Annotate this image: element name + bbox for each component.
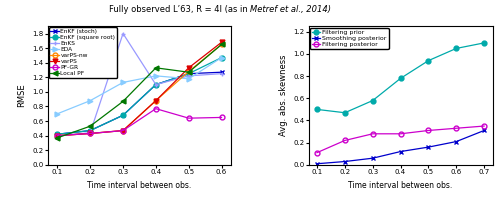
varPS bbox=[120, 129, 126, 132]
Line: Smoothing posterior: Smoothing posterior bbox=[314, 128, 486, 166]
Line: varPS: varPS bbox=[55, 40, 224, 138]
Filtering posterior bbox=[314, 151, 320, 154]
EnKS bbox=[218, 72, 224, 75]
varPS-nw bbox=[120, 129, 126, 132]
EnKF (stoch) bbox=[153, 83, 159, 86]
Filtering prior bbox=[426, 59, 432, 62]
Text: Fully observed L’63, R = 4I (as in: Fully observed L’63, R = 4I (as in bbox=[108, 5, 250, 14]
Line: EnKS: EnKS bbox=[55, 31, 224, 138]
Smoothing posterior bbox=[314, 163, 320, 165]
EnKS bbox=[186, 75, 192, 77]
EnKS bbox=[54, 134, 60, 137]
Line: EnKF (stoch): EnKF (stoch) bbox=[55, 70, 224, 137]
EDA bbox=[120, 81, 126, 84]
Filtering posterior bbox=[342, 139, 348, 142]
Legend: Filtering prior, Smoothing posterior, Filtering posterior: Filtering prior, Smoothing posterior, Fi… bbox=[310, 28, 388, 49]
PF-GR bbox=[54, 134, 60, 137]
Line: Local PF: Local PF bbox=[55, 42, 224, 140]
Local PF bbox=[186, 71, 192, 74]
Legend: EnKF (stoch), EnKF (square root), EnKS, EDA, varPS-nw, varPS, PF-GR, Local PF: EnKF (stoch), EnKF (square root), EnKS, … bbox=[48, 28, 117, 78]
Smoothing posterior bbox=[454, 140, 460, 143]
Local PF bbox=[54, 136, 60, 139]
EnKF (stoch) bbox=[87, 129, 93, 132]
Smoothing posterior bbox=[398, 150, 404, 153]
Filtering posterior bbox=[481, 125, 487, 127]
Smoothing posterior bbox=[370, 157, 376, 159]
PF-GR bbox=[218, 116, 224, 119]
varPS bbox=[54, 134, 60, 137]
varPS bbox=[153, 99, 159, 102]
Filtering prior bbox=[314, 108, 320, 111]
Filtering prior bbox=[454, 47, 460, 50]
Line: Filtering prior: Filtering prior bbox=[314, 41, 486, 115]
EnKF (stoch) bbox=[186, 72, 192, 75]
Text: Metref et al., 2014): Metref et al., 2014) bbox=[250, 5, 331, 14]
Filtering prior bbox=[481, 42, 487, 44]
Line: varPS-nw: varPS-nw bbox=[55, 42, 224, 138]
PF-GR bbox=[87, 132, 93, 135]
Filtering posterior bbox=[426, 129, 432, 132]
Smoothing posterior bbox=[342, 160, 348, 163]
EDA bbox=[153, 75, 159, 77]
Y-axis label: Avg. abs. skewness: Avg. abs. skewness bbox=[278, 55, 287, 136]
varPS-nw bbox=[153, 99, 159, 102]
EnKS bbox=[87, 131, 93, 134]
PF-GR bbox=[120, 129, 126, 132]
Smoothing posterior bbox=[481, 129, 487, 132]
Filtering prior bbox=[370, 99, 376, 102]
Filtering posterior bbox=[398, 133, 404, 135]
Filtering posterior bbox=[370, 133, 376, 135]
EnKS bbox=[120, 32, 126, 35]
EDA bbox=[54, 113, 60, 115]
EDA bbox=[87, 99, 93, 102]
X-axis label: Time interval between obs.: Time interval between obs. bbox=[88, 181, 192, 190]
EnKF (stoch) bbox=[120, 114, 126, 117]
EnKF (stoch) bbox=[218, 71, 224, 74]
Local PF bbox=[87, 125, 93, 127]
EDA bbox=[186, 77, 192, 80]
varPS bbox=[186, 67, 192, 69]
EnKF (square root) bbox=[120, 114, 126, 117]
Smoothing posterior bbox=[426, 146, 432, 148]
varPS-nw bbox=[218, 43, 224, 46]
Local PF bbox=[218, 43, 224, 46]
EnKF (square root) bbox=[186, 72, 192, 75]
X-axis label: Time interval between obs.: Time interval between obs. bbox=[348, 181, 453, 190]
EnKF (square root) bbox=[87, 129, 93, 132]
Filtering posterior bbox=[454, 127, 460, 130]
Line: EDA: EDA bbox=[55, 55, 224, 116]
EnKF (square root) bbox=[218, 56, 224, 59]
varPS-nw bbox=[54, 134, 60, 137]
Local PF bbox=[120, 100, 126, 103]
Line: Filtering posterior: Filtering posterior bbox=[314, 124, 486, 155]
PF-GR bbox=[186, 117, 192, 119]
Line: EnKF (square root): EnKF (square root) bbox=[55, 55, 224, 137]
Y-axis label: RMSE: RMSE bbox=[18, 84, 26, 107]
varPS-nw bbox=[186, 70, 192, 73]
EnKF (square root) bbox=[54, 133, 60, 135]
EnKF (stoch) bbox=[54, 133, 60, 135]
Filtering prior bbox=[342, 112, 348, 114]
EnKF (square root) bbox=[153, 83, 159, 86]
varPS bbox=[218, 41, 224, 43]
EDA bbox=[218, 56, 224, 59]
Local PF bbox=[153, 67, 159, 69]
EnKS bbox=[153, 83, 159, 86]
Line: PF-GR: PF-GR bbox=[55, 106, 224, 138]
Filtering prior bbox=[398, 77, 404, 80]
PF-GR bbox=[153, 108, 159, 110]
varPS-nw bbox=[87, 132, 93, 135]
varPS bbox=[87, 132, 93, 135]
